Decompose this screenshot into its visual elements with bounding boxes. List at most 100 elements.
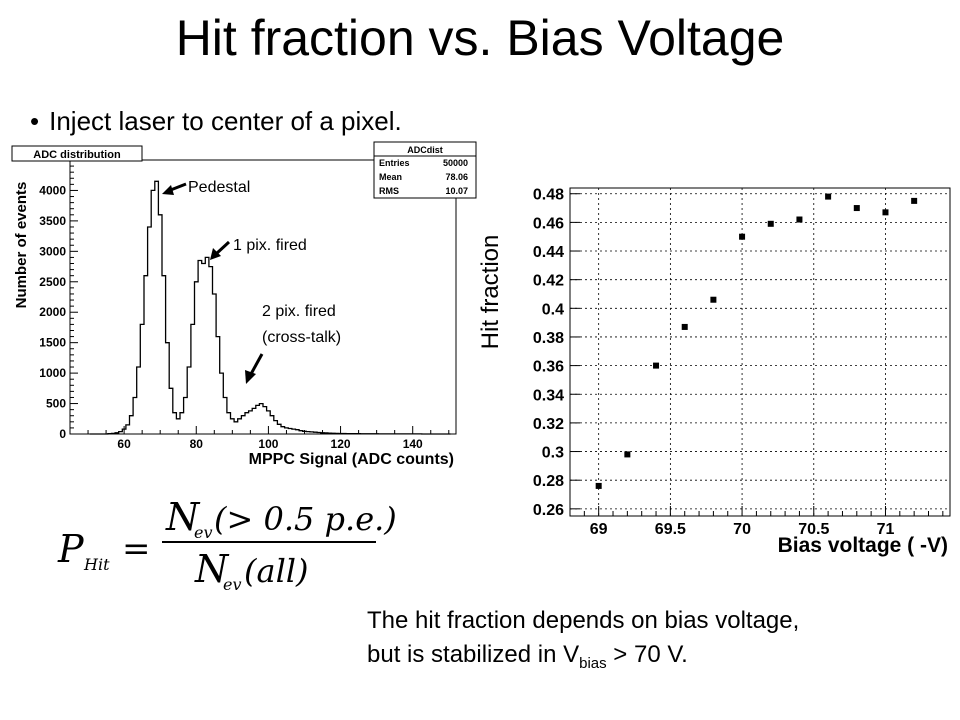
conclusion-subscript: bias bbox=[579, 654, 607, 672]
adc-y-tick-label: 4000 bbox=[39, 183, 66, 197]
scatter-y-tick-label: 0.28 bbox=[533, 473, 564, 490]
adc-x-tick-label: 120 bbox=[331, 437, 351, 451]
scatter-point bbox=[911, 197, 918, 204]
adc-x-tick-label: 80 bbox=[190, 437, 204, 451]
formula-den-arg: (all) bbox=[244, 552, 309, 590]
scatter-point bbox=[853, 205, 860, 212]
adc-chart-title: ADC distribution bbox=[33, 149, 121, 161]
adc-stats-box: ADCdist Entries 50000 Mean 78.06 RMS 10.… bbox=[373, 141, 477, 199]
arrow-pedestal-head bbox=[162, 185, 174, 195]
stats-entries-value: 50000 bbox=[443, 158, 468, 168]
adc-y-tick-label: 3500 bbox=[39, 214, 66, 228]
adc-x-tick-label: 100 bbox=[258, 437, 278, 451]
adc-title-box bbox=[11, 145, 143, 162]
scatter-y-tick-label: 0.38 bbox=[533, 330, 564, 347]
adc-y-tick-label: 0 bbox=[59, 427, 66, 441]
stats-mean-value: 78.06 bbox=[445, 172, 468, 182]
adc-y-tick-label: 2500 bbox=[39, 275, 66, 289]
bullet-text: Inject laser to center of a pixel. bbox=[49, 106, 402, 136]
scatter-y-tick-label: 0.44 bbox=[533, 244, 564, 261]
scatter-point bbox=[653, 362, 660, 369]
scatter-point bbox=[796, 216, 803, 223]
scatter-grid bbox=[570, 188, 950, 516]
stats-rms-label: RMS bbox=[379, 186, 399, 196]
scatter-plot-frame bbox=[569, 187, 951, 517]
arrow-1pix-head bbox=[210, 248, 221, 260]
bullet-point: • Inject laser to center of a pixel. bbox=[30, 104, 402, 138]
scatter-point bbox=[739, 233, 746, 240]
scatter-axis-ticks: 69 69.5 70 70.5 71 0.26 0.28 0.3 0.32 0.34 0.36 0.3… bbox=[533, 187, 944, 538]
formula-den-n: N bbox=[194, 547, 230, 591]
scatter-point bbox=[710, 296, 717, 303]
scatter-y-tick-label: 0.36 bbox=[533, 359, 564, 376]
annotation-1pix: 1 pix. fired bbox=[233, 237, 307, 254]
arrow-pedestal bbox=[162, 182, 187, 195]
scatter-point bbox=[825, 193, 832, 200]
scatter-y-tick-label: 0.32 bbox=[533, 416, 564, 433]
conclusion-line-2-pre: but is stabilized in V bbox=[367, 641, 580, 668]
formula-lhs-sub: Hit bbox=[83, 555, 110, 574]
bullet-dot: • bbox=[30, 106, 40, 136]
scatter-y-axis-label: Hit fraction bbox=[477, 235, 504, 350]
adc-histogram-chart: ADC distribution ADCdist Entries 50000 M… bbox=[11, 141, 477, 468]
adc-y-tick-label: 500 bbox=[46, 397, 66, 411]
scatter-points bbox=[595, 193, 918, 489]
adc-y-tick-label: 1000 bbox=[39, 366, 66, 380]
scatter-x-tick-label: 69 bbox=[590, 521, 608, 538]
scatter-y-tick-label: 0.46 bbox=[533, 215, 564, 232]
arrow-2pix-head bbox=[245, 370, 256, 384]
scatter-point bbox=[681, 323, 688, 330]
scatter-point bbox=[882, 209, 889, 216]
scatter-y-tick-label: 0.42 bbox=[533, 273, 564, 290]
slide-title: Hit fraction vs. Bias Voltage bbox=[175, 10, 785, 66]
conclusion-line-1: The hit fraction depends on bias voltage… bbox=[367, 607, 800, 634]
scatter-x-tick-label: 69.5 bbox=[655, 521, 686, 538]
conclusion-text: The hit fraction depends on bias voltage… bbox=[367, 604, 799, 681]
adc-y-axis-label: Number of events bbox=[13, 182, 30, 309]
hit-fraction-scatter-chart: 69 69.5 70 70.5 71 0.26 0.28 0.3 0.32 0.34 0.36 0.3… bbox=[477, 187, 951, 557]
adc-y-tick-label: 3000 bbox=[39, 244, 66, 258]
annotation-2pix: 2 pix. fired bbox=[262, 303, 336, 320]
adc-x-axis-label: MPPC Signal (ADC counts) bbox=[249, 451, 454, 468]
scatter-x-tick-label: 70 bbox=[733, 521, 751, 538]
annotation-crosstalk: (cross-talk) bbox=[262, 329, 341, 346]
scatter-y-tick-label: 0.4 bbox=[542, 301, 564, 318]
adc-plot-frame bbox=[69, 159, 457, 435]
stats-mean-label: Mean bbox=[379, 172, 402, 182]
arrow-1pix bbox=[210, 240, 231, 260]
stats-box-frame bbox=[373, 141, 477, 199]
conclusion-line-2-post: > 70 V. bbox=[606, 641, 688, 668]
annotation-pedestal: Pedestal bbox=[188, 179, 250, 196]
adc-x-tick-label: 140 bbox=[403, 437, 423, 451]
arrow-2pix-shaft bbox=[249, 353, 264, 375]
scatter-point bbox=[595, 482, 602, 489]
adc-y-tick-label: 1500 bbox=[39, 336, 66, 350]
scatter-y-tick-label: 0.48 bbox=[533, 187, 564, 204]
formula-num-n: N bbox=[165, 495, 201, 539]
formula-num-arg: (> 0.5 p.e.) bbox=[214, 500, 397, 538]
arrow-1pix-shaft bbox=[214, 240, 231, 256]
formula-lhs: P bbox=[57, 527, 85, 571]
adc-x-tick-label: 60 bbox=[117, 437, 131, 451]
stats-rms-value: 10.07 bbox=[445, 186, 468, 196]
formula-equals: = bbox=[122, 529, 151, 569]
scatter-x-tick-label: 70.5 bbox=[798, 521, 829, 538]
scatter-x-tick-label: 71 bbox=[877, 521, 895, 538]
arrow-2pix bbox=[245, 353, 264, 384]
stats-entries-label: Entries bbox=[379, 158, 410, 168]
formula-num-sub: ev bbox=[194, 523, 213, 542]
formula-den-sub: ev bbox=[223, 575, 242, 594]
hit-probability-formula: P Hit = N ev (> 0.5 p.e.) N ev (all) bbox=[57, 495, 397, 594]
adc-axis-ticks: 60 80 100 120 140 0 500 1000 1500 2000 2500 3000 350… bbox=[39, 165, 450, 451]
scatter-y-tick-label: 0.26 bbox=[533, 502, 564, 519]
adc-histogram-line bbox=[89, 180, 451, 435]
adc-y-tick-label: 2000 bbox=[39, 305, 66, 319]
scatter-point bbox=[624, 451, 631, 458]
stats-name: ADCdist bbox=[407, 145, 443, 155]
scatter-y-tick-label: 0.3 bbox=[542, 445, 564, 462]
scatter-y-tick-label: 0.34 bbox=[533, 387, 564, 404]
scatter-point bbox=[767, 220, 774, 227]
conclusion-line-2: but is stabilized in Vbias > 70 V. bbox=[367, 638, 799, 681]
scatter-x-axis-label: Bias voltage ( -V) bbox=[778, 534, 948, 557]
